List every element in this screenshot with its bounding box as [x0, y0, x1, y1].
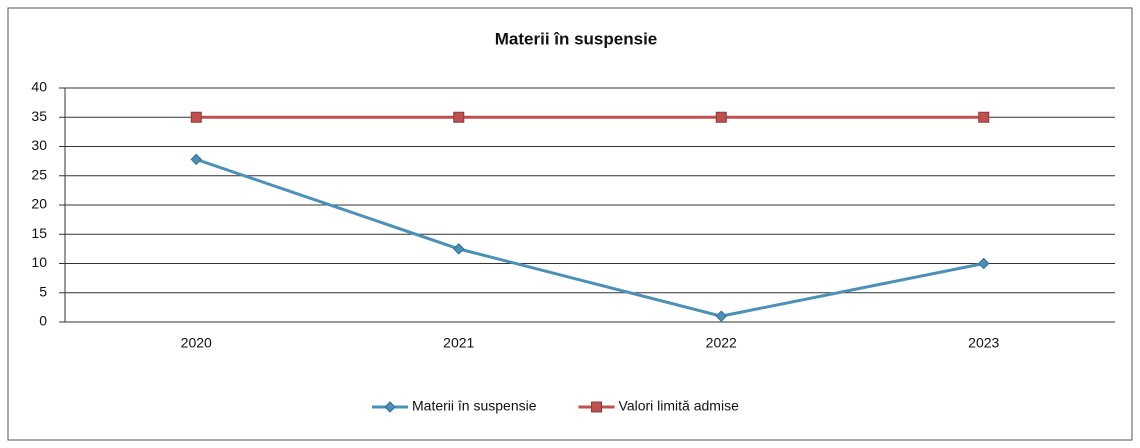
x-tick-label: 2022 [706, 335, 737, 351]
chart-frame [7, 7, 1133, 441]
y-tick-label: 35 [31, 108, 47, 124]
data-point [715, 111, 727, 123]
chart-title: Materii în suspensie [495, 29, 658, 48]
y-tick-label: 10 [31, 254, 47, 270]
legend-label: Valori limită admise [619, 398, 740, 414]
legend-label: Materii în suspensie [412, 398, 537, 414]
data-point [978, 111, 990, 123]
y-tick-label: 20 [31, 196, 47, 212]
data-point [453, 111, 465, 123]
x-tick-label: 2023 [968, 335, 999, 351]
x-tick-label: 2020 [181, 335, 212, 351]
y-tick-label: 30 [31, 137, 47, 153]
series-line [195, 157, 985, 318]
data-point [453, 243, 465, 255]
y-tick-label: 5 [39, 283, 47, 299]
y-tick-label: 0 [39, 313, 47, 329]
x-tick-label: 2021 [443, 335, 474, 351]
data-point [715, 310, 727, 322]
y-tick-label: 25 [31, 166, 47, 182]
data-point [190, 111, 202, 123]
legend-marker [384, 401, 396, 413]
legend-marker [591, 401, 603, 413]
y-tick-label: 40 [31, 79, 47, 95]
data-point [978, 257, 990, 270]
data-point [190, 153, 202, 166]
y-tick-label: 15 [31, 225, 47, 241]
